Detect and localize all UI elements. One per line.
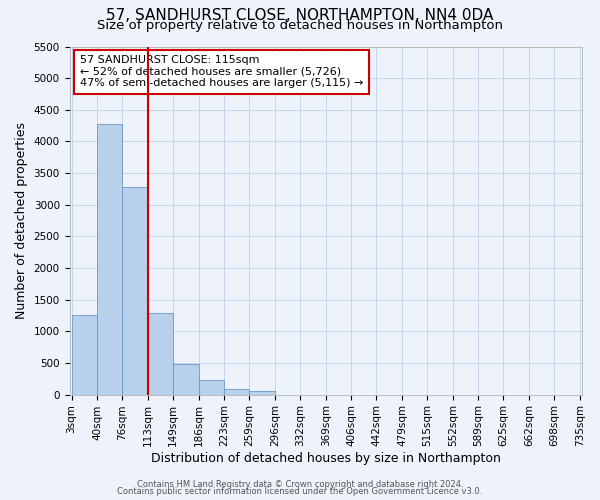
Text: 57, SANDHURST CLOSE, NORTHAMPTON, NN4 0DA: 57, SANDHURST CLOSE, NORTHAMPTON, NN4 0D… bbox=[106, 8, 494, 22]
Bar bbox=[250, 392, 275, 394]
Bar bbox=[122, 187, 148, 394]
Bar bbox=[97, 124, 122, 394]
Text: 57 SANDHURST CLOSE: 115sqm
← 52% of detached houses are smaller (5,726)
47% of s: 57 SANDHURST CLOSE: 115sqm ← 52% of deta… bbox=[80, 55, 363, 88]
Bar bbox=[71, 315, 97, 394]
Text: Contains public sector information licensed under the Open Government Licence v3: Contains public sector information licen… bbox=[118, 487, 482, 496]
Text: Size of property relative to detached houses in Northampton: Size of property relative to detached ho… bbox=[97, 19, 503, 32]
Y-axis label: Number of detached properties: Number of detached properties bbox=[15, 122, 28, 319]
Bar bbox=[199, 380, 224, 394]
Bar bbox=[148, 313, 173, 394]
X-axis label: Distribution of detached houses by size in Northampton: Distribution of detached houses by size … bbox=[151, 452, 500, 465]
Bar bbox=[173, 364, 199, 394]
Bar bbox=[224, 389, 250, 394]
Text: Contains HM Land Registry data © Crown copyright and database right 2024.: Contains HM Land Registry data © Crown c… bbox=[137, 480, 463, 489]
